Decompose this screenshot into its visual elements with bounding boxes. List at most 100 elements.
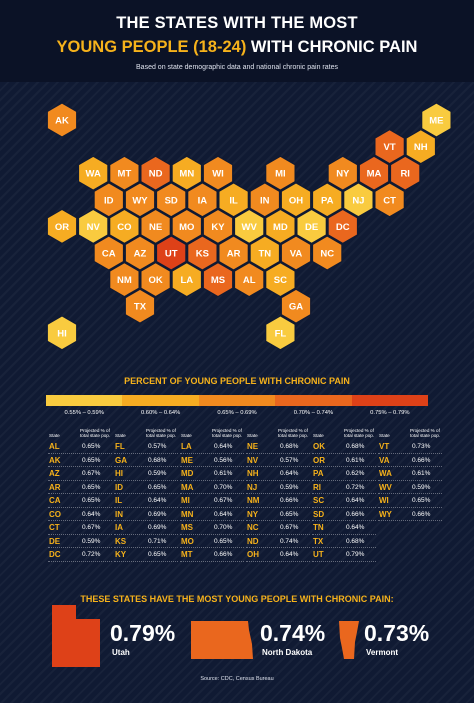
state-percent: 0.69% [148, 510, 167, 518]
hex-de: DE [296, 208, 327, 245]
state-code: NC [247, 523, 259, 532]
hex-label: MN [179, 169, 194, 180]
state-code: NJ [247, 482, 258, 492]
hex-label: ID [104, 195, 114, 206]
state-code: SC [313, 496, 325, 505]
title-highlight: YOUNG PEOPLE (18-24) [56, 38, 247, 56]
table-row: NH 0.64% [246, 467, 310, 481]
table-row: MT 0.66% [180, 548, 244, 562]
state-code: WI [379, 496, 389, 505]
state-code: SD [313, 509, 325, 519]
state-percent: 0.65% [412, 497, 431, 504]
hex-label: IN [260, 195, 270, 206]
hex-ky: KY [202, 208, 234, 245]
table-column-header: State Projected % of total state pop. [114, 428, 178, 440]
state-header: State [247, 433, 258, 438]
state-code: AK [49, 455, 61, 465]
state-header: State [115, 433, 126, 438]
hex-label: NY [336, 169, 350, 180]
state-code: PA [313, 469, 324, 478]
table-row: SC 0.64% [312, 494, 376, 508]
state-code: AZ [49, 469, 60, 478]
title-line-1: THE STATES WITH THE MOST [116, 14, 358, 32]
hex-wa: WA [77, 155, 109, 191]
state-code: KY [115, 550, 127, 559]
hex-ny: NY [327, 155, 359, 191]
legend-label: 0.65% – 0.69% [217, 410, 257, 416]
hex-ut: UT [155, 235, 187, 271]
hex-label: TX [134, 302, 147, 313]
vermont-name: Vermont [366, 648, 399, 657]
hex-label: DE [305, 222, 318, 233]
state-percent: 0.70% [214, 483, 233, 491]
state-percent: 0.61% [214, 470, 233, 477]
table-row: NV 0.57% [246, 454, 310, 467]
vermont-value: 0.73% [364, 620, 430, 646]
hex-wy: WY [124, 182, 156, 218]
hex-label: NV [87, 222, 101, 233]
state-percent: 0.59% [280, 483, 299, 491]
table-row: MS 0.70% [180, 521, 244, 535]
state-header: State [313, 433, 324, 438]
hex-la: LA [171, 261, 203, 298]
hex-label: CO [117, 222, 131, 233]
state-percent: 0.65% [280, 510, 299, 518]
table-row: LA 0.64% [180, 440, 244, 454]
percent-header: Projected % of total state pop. [146, 428, 177, 438]
table-row: PA 0.62% [312, 467, 376, 481]
legend-title: PERCENT OF YOUNG PEOPLE WITH CHRONIC PAI… [124, 376, 350, 386]
north-dakota-shape-icon [191, 621, 253, 659]
percent-header: Projected % of total state pop. [278, 428, 309, 438]
percent-header: Projected % of total state pop. [410, 428, 441, 438]
hex-label: WI [212, 169, 224, 180]
hex-nh: NH [405, 128, 437, 165]
state-code: WV [379, 482, 392, 492]
state-code: TX [313, 536, 324, 546]
hex-label: UT [165, 249, 178, 260]
hex-label: CT [383, 195, 396, 206]
hex-label: SC [274, 275, 287, 286]
hex-va: VA [280, 235, 312, 271]
hex-label: VT [384, 142, 396, 153]
table-row: WY 0.66% [378, 508, 442, 521]
hex-ok: OK [140, 261, 171, 298]
hex-label: FL [275, 328, 287, 339]
hex-or: OR [46, 208, 78, 245]
hex-label: PA [321, 195, 334, 206]
state-percent: 0.64% [346, 497, 365, 504]
state-code: WY [379, 509, 392, 519]
hex-label: MA [367, 169, 382, 180]
hex-label: HI [57, 328, 67, 339]
state-code: NV [247, 455, 259, 465]
table-column-header: State Projected % of total state pop. [180, 428, 244, 440]
table-row: AZ 0.67% [48, 467, 112, 481]
hex-label: WA [86, 169, 101, 180]
state-percent: 0.67% [280, 524, 299, 531]
table-row: DC 0.72% [48, 548, 112, 562]
hex-me: ME [421, 102, 452, 138]
state-percent: 0.68% [280, 443, 299, 450]
state-percent: 0.61% [412, 470, 431, 477]
state-code: AR [49, 482, 61, 492]
hex-md: MD [265, 208, 296, 245]
hex-il: IL [218, 182, 249, 218]
state-percent: 0.68% [148, 456, 167, 464]
state-percent: 0.62% [346, 470, 365, 477]
hex-wv: WV [233, 208, 265, 245]
table-column: State Projected % of total state pop. VT 0.7… [378, 428, 442, 521]
state-percent: 0.64% [148, 497, 167, 504]
hex-ca: CA [93, 235, 125, 271]
hex-label: AK [55, 116, 69, 127]
hex-label: ND [149, 169, 163, 180]
hex-label: MI [275, 169, 286, 180]
state-percent: 0.65% [148, 551, 167, 558]
table-row: TX 0.68% [312, 535, 376, 548]
hex-tx: TX [124, 288, 156, 324]
hex-mn: MN [171, 155, 203, 191]
utah-name: Utah [112, 648, 130, 657]
table-row: WV 0.59% [378, 481, 442, 494]
table-row: OK 0.68% [312, 440, 376, 454]
hex-ma: MA [358, 155, 390, 191]
state-percent: 0.65% [214, 537, 233, 545]
state-code: IN [115, 509, 123, 519]
